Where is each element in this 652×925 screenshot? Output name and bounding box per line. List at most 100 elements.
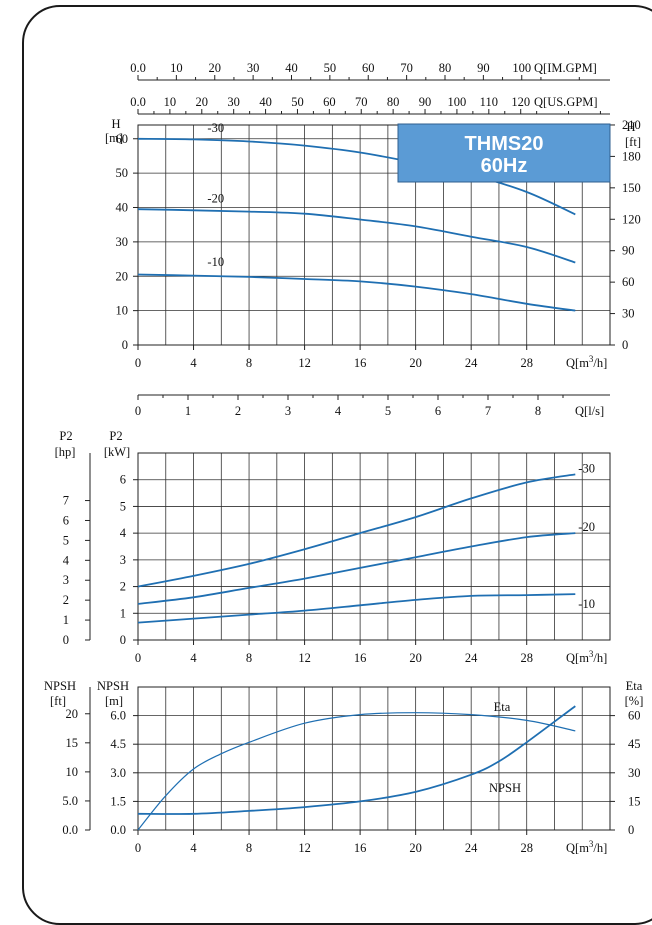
head-y-unit: [m] — [105, 131, 123, 145]
power-hp-tick-label: 0 — [63, 633, 69, 647]
head-curve--10 — [137, 273, 576, 312]
head-ft-tick-label: 180 — [622, 149, 641, 163]
head-x-tick-label: 4 — [190, 356, 197, 370]
head-y-tick-label: 60 — [116, 132, 129, 146]
ls-axis-label: Q[l/s] — [575, 404, 604, 418]
power-kw-tick-label: 1 — [120, 606, 126, 620]
eta-tick-label: 45 — [628, 737, 641, 751]
power-hp-tick-label: 4 — [63, 553, 70, 567]
secondary-axis-tick-label: 80 — [439, 61, 452, 75]
head-ft-tick-label: 120 — [622, 212, 641, 226]
head-y-tick-label: 30 — [116, 235, 129, 249]
power-x-tick-label: 4 — [190, 651, 197, 665]
power-kw-tick-label: 3 — [120, 553, 126, 567]
head-x-tick-label: 0 — [135, 356, 141, 370]
model-title-box — [397, 123, 611, 183]
eta-label: Eta — [626, 679, 643, 693]
model-name: THMS20 — [465, 133, 544, 155]
secondary-axis-tick-label: 10 — [170, 61, 183, 75]
npsh-ft-tick-label: 5.0 — [62, 794, 78, 808]
power-x-tick-label: 16 — [354, 651, 367, 665]
head-x-tick-label: 28 — [520, 356, 533, 370]
head-x-tick-label: 12 — [298, 356, 311, 370]
secondary-axis-tick-label: 80 — [387, 95, 400, 109]
npsh-x-axis-label: Q[m3/h] — [566, 839, 607, 855]
power-kw-unit: [kW] — [104, 445, 130, 459]
power-x-tick-label: 12 — [298, 651, 311, 665]
npsh-plot-frame — [137, 686, 611, 831]
secondary-axis-label: Q[IM.GPM] — [534, 61, 597, 75]
npsh-x-tick-label: 12 — [298, 841, 311, 855]
npsh-m-tick-label: 6.0 — [110, 709, 126, 723]
power-curve--20 — [137, 532, 576, 605]
power-x-tick-label: 24 — [465, 651, 478, 665]
npsh-m-tick-label: 0.0 — [110, 823, 126, 837]
secondary-axis-tick-label: 20 — [196, 95, 209, 109]
npsh-m-tick-label: 4.5 — [110, 737, 126, 751]
head-curve-label: -30 — [207, 121, 224, 135]
head-ft-unit: [ft] — [625, 135, 641, 149]
head-x-tick-label: 24 — [465, 356, 478, 370]
secondary-axis-tick-label: 50 — [291, 95, 304, 109]
npsh-curve-eta — [137, 712, 576, 831]
secondary-axis-tick-label: 0.0 — [130, 61, 146, 75]
npsh-x-tick-label: 4 — [190, 841, 197, 855]
power-curve-label: -30 — [578, 461, 595, 475]
head-ft-label: H — [626, 120, 635, 134]
head-y-tick-label: 40 — [116, 201, 129, 215]
power-curve-label: -10 — [578, 597, 595, 611]
secondary-axis-tick-label: 60 — [323, 95, 336, 109]
head-y-tick-label: 50 — [116, 166, 129, 180]
eta-unit: [%] — [625, 694, 644, 708]
head-ft-tick-label: 90 — [622, 244, 635, 258]
eta-tick-label: 60 — [628, 709, 641, 723]
npsh-m-tick-label: 3.0 — [110, 766, 126, 780]
power-plot-frame — [137, 452, 611, 641]
power-hp-label: P2 — [59, 429, 72, 443]
power-hp-tick-label: 7 — [63, 494, 69, 508]
power-x-axis-label: Q[m3/h] — [566, 649, 607, 665]
power-curve--10 — [137, 593, 576, 624]
head-curve--20 — [137, 208, 576, 264]
head-ft-tick-label: 150 — [622, 181, 641, 195]
head-ft-tick-label: 210 — [622, 118, 641, 132]
ls-axis-tick-label: 5 — [385, 404, 391, 418]
power-x-tick-label: 28 — [520, 651, 533, 665]
npsh-curve-npsh — [137, 705, 576, 815]
head-y-label: H — [111, 117, 120, 131]
head-y-tick-label: 10 — [116, 304, 129, 318]
ls-axis-tick-label: 1 — [185, 404, 191, 418]
eta-curve-label: Eta — [494, 700, 511, 714]
secondary-axis-tick-label: 70 — [355, 95, 368, 109]
head-ft-tick-label: 60 — [622, 275, 635, 289]
secondary-axis-tick-label: 90 — [477, 61, 490, 75]
secondary-axis-tick-label: 120 — [511, 95, 530, 109]
power-hp-tick-label: 2 — [63, 593, 69, 607]
head-x-tick-label: 16 — [354, 356, 367, 370]
power-x-tick-label: 8 — [246, 651, 252, 665]
head-y-tick-label: 20 — [116, 269, 129, 283]
npsh-x-tick-label: 16 — [354, 841, 367, 855]
npsh-curve-label: NPSH — [489, 781, 521, 795]
secondary-axis-label: Q[US.GPM] — [534, 95, 598, 109]
head-y-tick-label: 0 — [122, 338, 128, 352]
power-kw-label: P2 — [109, 429, 122, 443]
head-plot-frame — [137, 124, 611, 346]
npsh-ft-tick-label: 0.0 — [62, 823, 78, 837]
eta-tick-label: 30 — [628, 766, 641, 780]
secondary-axis-tick-label: 30 — [247, 61, 260, 75]
secondary-axis-tick-label: 30 — [227, 95, 240, 109]
ls-axis-tick-label: 0 — [135, 404, 141, 418]
power-curve-label: -20 — [578, 520, 595, 534]
model-frequency: 60Hz — [481, 155, 528, 177]
secondary-axis-tick-label: 10 — [164, 95, 177, 109]
power-hp-tick-label: 1 — [63, 613, 69, 627]
head-curve--30 — [137, 137, 576, 216]
head-x-axis-label: Q[m3/h] — [566, 354, 607, 370]
power-kw-tick-label: 4 — [120, 526, 127, 540]
secondary-axis-tick-label: 100 — [512, 61, 531, 75]
eta-tick-label: 0 — [628, 823, 634, 837]
eta-tick-label: 15 — [628, 794, 641, 808]
secondary-axis-tick-label: 50 — [324, 61, 337, 75]
